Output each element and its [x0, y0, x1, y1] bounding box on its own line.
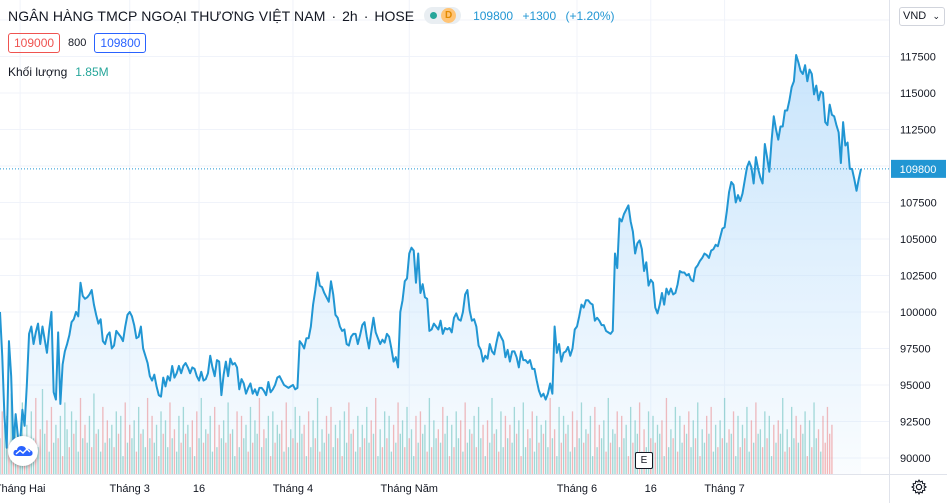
x-tick-label: Tháng 7 — [704, 483, 744, 495]
y-tick-label: 115000 — [900, 88, 936, 100]
price-change-pct: (+1.20%) — [565, 8, 615, 23]
bid-price-button[interactable]: 109000 — [8, 33, 61, 53]
interval-separator: · — [363, 7, 369, 24]
bid-ask-row: 109000 800 109800 — [8, 33, 147, 53]
tradingview-cloud-icon[interactable] — [8, 436, 38, 466]
gear-icon[interactable] — [910, 478, 928, 496]
y-tick-label: 105000 — [900, 234, 937, 246]
delayed-data-badge: D — [441, 8, 457, 23]
market-status-pill[interactable]: D — [424, 7, 462, 24]
symbol-header: NGÂN HÀNG TMCP NGOẠI THƯƠNG VIỆT NAM · 2… — [8, 7, 621, 24]
y-tick-label: 117500 — [900, 51, 936, 63]
price-area-fill — [0, 54, 861, 474]
earnings-event-marker[interactable]: E — [635, 452, 653, 469]
price-line-series — [0, 53, 862, 449]
x-tick-label: Tháng Năm — [381, 483, 438, 495]
spread-value: 800 — [68, 37, 87, 49]
x-tick-label: Tháng 3 — [110, 483, 150, 495]
exchange-label: HOSE — [374, 7, 415, 24]
y-tick-label: 102500 — [900, 270, 937, 282]
market-open-dot-icon — [430, 12, 438, 19]
x-tick-label: 16 — [645, 483, 657, 495]
x-tick-label: Tháng 6 — [557, 483, 597, 495]
y-tick-label: 97500 — [900, 343, 931, 355]
currency-label: VND — [903, 10, 927, 22]
y-tick-label: 90000 — [900, 453, 931, 465]
x-tick-label: Tháng Hai — [0, 483, 46, 495]
y-tick-label: 92500 — [900, 416, 931, 428]
chevron-down-icon: ⌄ — [932, 11, 940, 21]
y-tick-label: 112500 — [900, 124, 936, 136]
last-price: 109800 — [473, 8, 514, 23]
last-quote: 109800 +1300 (+1.20%) — [473, 9, 620, 23]
currency-select[interactable]: VND ⌄ — [899, 7, 945, 26]
y-tick-label: 100000 — [900, 307, 937, 319]
volume-value: 1.85M — [75, 65, 109, 79]
x-tick-label: 16 — [193, 483, 205, 495]
volume-label: Khối lượng — [8, 65, 68, 79]
last-price-label: 109800 — [900, 164, 937, 176]
interval-label[interactable]: 2h — [342, 7, 358, 24]
title-separator: · — [331, 7, 337, 24]
price-change: +1300 — [522, 8, 557, 23]
volume-legend[interactable]: Khối lượng 1.85M — [8, 65, 109, 79]
y-tick-label: 107500 — [900, 197, 937, 209]
ask-price-button[interactable]: 109800 — [94, 33, 147, 53]
x-tick-label: Tháng 4 — [273, 483, 313, 495]
last-price-label-bg — [891, 159, 946, 178]
y-tick-label: 95000 — [900, 380, 931, 392]
symbol-title: NGÂN HÀNG TMCP NGOẠI THƯƠNG VIỆT NAM — [8, 7, 326, 24]
